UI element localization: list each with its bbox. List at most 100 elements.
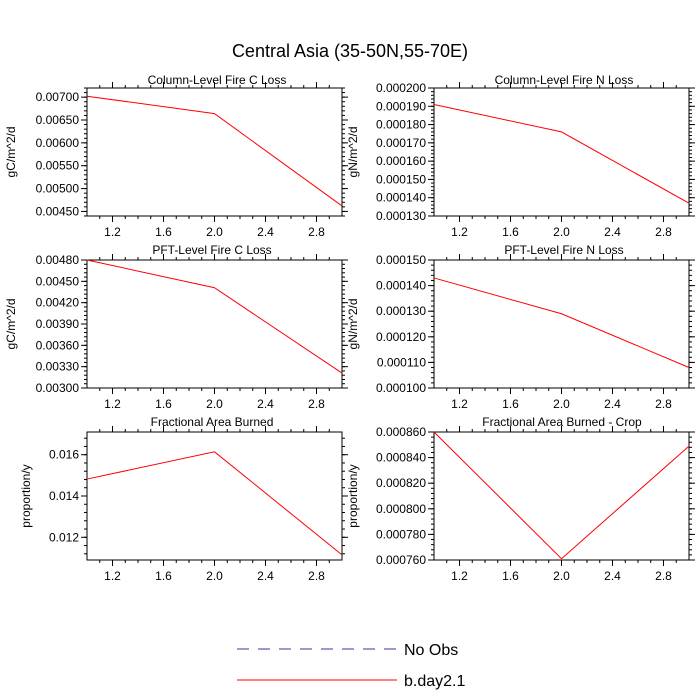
y-tick-label: 0.016 <box>49 448 79 462</box>
y-tick-label: 0.014 <box>49 489 79 503</box>
y-tick-label: 0.00390 <box>36 317 80 331</box>
x-tick-label: 2.4 <box>257 397 274 411</box>
x-tick-label: 2.0 <box>553 397 570 411</box>
x-tick-label: 2.0 <box>206 569 223 583</box>
y-tick-label: 0.00450 <box>36 204 80 218</box>
plot-frame <box>86 87 343 217</box>
legend: No Obs b.day2.1 <box>237 642 465 690</box>
y-tick-label: 0.00600 <box>36 136 80 150</box>
y-tick-label: 0.000100 <box>376 381 426 395</box>
y-tick-label: 0.00550 <box>36 159 80 173</box>
y-tick-label: 0.012 <box>49 530 79 544</box>
y-tick-label: 0.000170 <box>376 136 426 150</box>
y-axis-label: gN/m^2/d <box>346 127 360 178</box>
y-tick-label: 0.000120 <box>376 330 426 344</box>
x-tick-label: 1.6 <box>155 397 172 411</box>
x-tick-label: 1.2 <box>104 397 121 411</box>
y-tick-label: 0.00500 <box>36 182 80 196</box>
x-tick-label: 2.0 <box>206 397 223 411</box>
x-tick-label: 1.2 <box>451 225 468 239</box>
legend-label-b-day2-1: b.day2.1 <box>404 673 465 690</box>
panel-pft-fire-n-loss: PFT-Level Fire N Loss gN/m^2/d 1.2 1.6 2.0… <box>346 243 695 411</box>
plot-frame <box>433 87 690 217</box>
y-tick-label: 0.000180 <box>376 118 426 132</box>
y-tick-label: 0.000150 <box>376 172 426 186</box>
y-tick-label: 0.000840 <box>376 451 426 465</box>
x-tick-label: 2.4 <box>604 569 621 583</box>
figure-title: Central Asia (35-50N,55-70E) <box>232 41 468 61</box>
x-tick-label: 2.0 <box>553 569 570 583</box>
y-axis-label: proportion/y <box>346 464 360 527</box>
panel-title: Column-Level Fire N Loss <box>495 73 634 87</box>
y-tick-label: 0.000780 <box>376 527 426 541</box>
y-axis-label: proportion/y <box>19 464 33 527</box>
y-tick-label: 0.00480 <box>36 253 80 267</box>
x-tick-label: 2.0 <box>553 225 570 239</box>
y-tick-label: 0.000860 <box>376 425 426 439</box>
x-tick-label: 2.4 <box>257 569 274 583</box>
panel-pft-fire-c-loss: PFT-Level Fire C Loss gC/m^2/d 1.2 1.6 2.0… <box>4 243 348 411</box>
x-tick-label: 2.8 <box>655 225 672 239</box>
series-line <box>433 431 690 560</box>
y-axis-label: gC/m^2/d <box>4 127 18 178</box>
x-tick-label: 2.4 <box>604 397 621 411</box>
panel-title: Fractional Area Burned - Crop <box>482 415 642 429</box>
y-tick-label: 0.00300 <box>36 381 80 395</box>
x-tick-label: 1.6 <box>502 569 519 583</box>
plot-frame <box>86 431 343 561</box>
y-tick-label: 0.00330 <box>36 360 80 374</box>
plot-frame <box>433 259 690 389</box>
x-tick-label: 2.8 <box>308 225 325 239</box>
y-tick-label: 0.000760 <box>376 553 426 567</box>
x-tick-label: 2.4 <box>604 225 621 239</box>
x-tick-label: 2.8 <box>655 569 672 583</box>
panel-fractional-area-burned: Fractional Area Burned proportion/y 1.2 1… <box>19 415 348 583</box>
series-line <box>86 451 343 556</box>
y-tick-label: 0.00360 <box>36 338 80 352</box>
y-tick-label: 0.000110 <box>377 355 426 369</box>
y-tick-label: 0.000190 <box>376 99 426 113</box>
panel-column-fire-n-loss: Column-Level Fire N Loss gN/m^2/d 1.2 1.6… <box>346 73 695 239</box>
panel-column-fire-c-loss: Column-Level Fire C Loss gC/m^2/d 1.2 1.6… <box>4 73 348 239</box>
series-line <box>433 103 690 204</box>
plot-frame <box>86 259 343 389</box>
panel-title: Fractional Area Burned <box>151 415 274 429</box>
y-tick-label: 0.00450 <box>36 274 80 288</box>
panel-title: PFT-Level Fire N Loss <box>504 243 623 257</box>
panel-title: PFT-Level Fire C Loss <box>152 243 271 257</box>
y-axis-label: gC/m^2/d <box>4 299 18 350</box>
series-line <box>86 95 343 207</box>
x-tick-label: 1.6 <box>502 397 519 411</box>
legend-label-no-obs: No Obs <box>404 642 458 659</box>
x-tick-label: 2.4 <box>257 225 274 239</box>
y-tick-label: 0.000160 <box>376 154 426 168</box>
x-tick-label: 1.2 <box>104 569 121 583</box>
x-tick-label: 1.2 <box>104 225 121 239</box>
y-tick-label: 0.000140 <box>376 279 426 293</box>
series-line <box>86 259 343 374</box>
y-tick-label: 0.000820 <box>376 476 426 490</box>
panel-title: Column-Level Fire C Loss <box>148 73 287 87</box>
y-tick-label: 0.000150 <box>376 253 426 267</box>
x-tick-label: 1.6 <box>155 569 172 583</box>
panel-fractional-area-burned-crop: Fractional Area Burned - Crop proportion… <box>346 415 695 583</box>
y-tick-label: 0.00700 <box>36 90 80 104</box>
x-tick-label: 1.6 <box>502 225 519 239</box>
y-tick-label: 0.00650 <box>36 113 80 127</box>
x-tick-label: 1.2 <box>451 397 468 411</box>
x-tick-label: 1.2 <box>451 569 468 583</box>
y-tick-label: 0.000140 <box>376 191 426 205</box>
x-tick-label: 2.8 <box>308 569 325 583</box>
y-axis-label: gN/m^2/d <box>346 299 360 350</box>
y-tick-label: 0.00420 <box>36 296 80 310</box>
series-line <box>433 277 690 368</box>
y-tick-label: 0.000130 <box>376 209 426 223</box>
plot-frame <box>433 431 690 561</box>
x-tick-label: 2.0 <box>206 225 223 239</box>
y-tick-label: 0.000130 <box>376 304 426 318</box>
x-tick-label: 1.6 <box>155 225 172 239</box>
x-tick-label: 2.8 <box>655 397 672 411</box>
x-tick-label: 2.8 <box>308 397 325 411</box>
y-tick-label: 0.000800 <box>376 502 426 516</box>
